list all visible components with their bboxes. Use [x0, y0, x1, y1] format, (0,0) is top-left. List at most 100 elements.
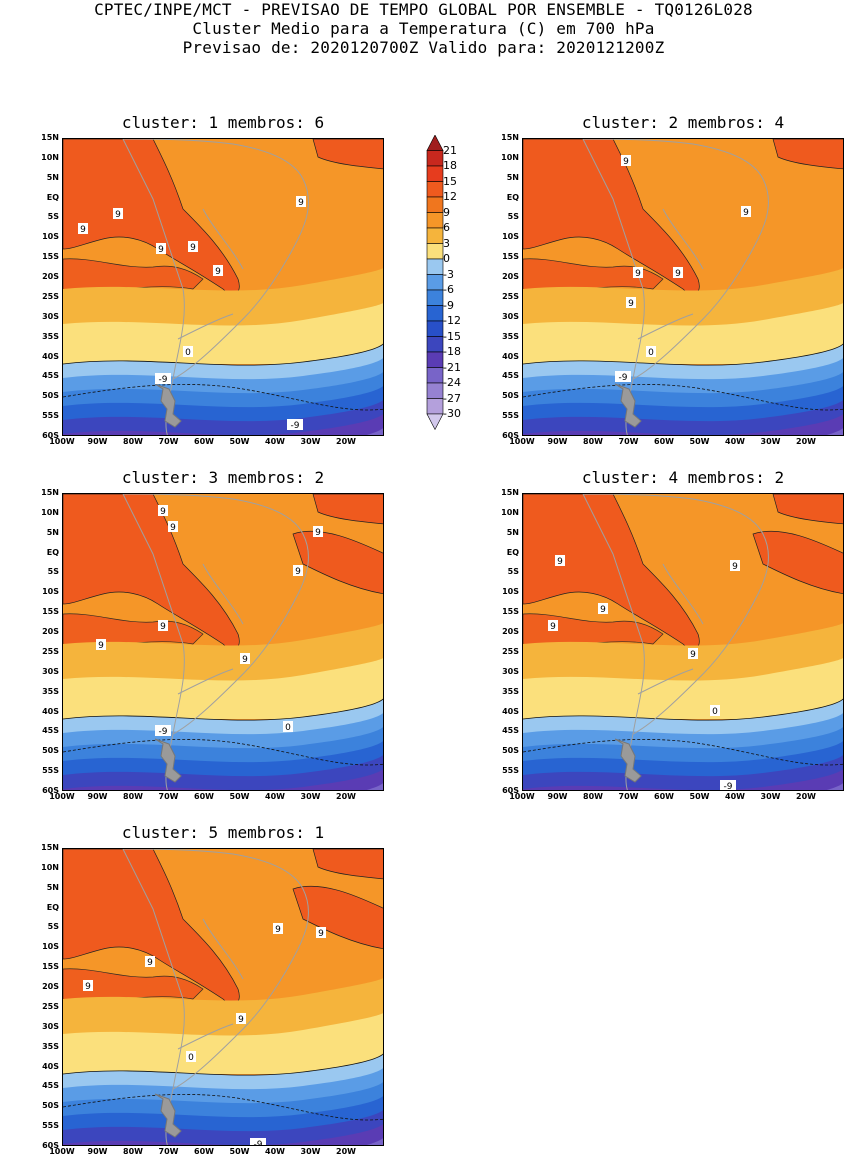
cold-band [366, 1138, 383, 1145]
lat-tick-label: 45S [502, 371, 519, 381]
band-3c [523, 303, 843, 364]
svg-text:-9: -9 [159, 375, 168, 385]
lat-tick-label: 30S [502, 666, 519, 676]
svg-text:9: 9 [275, 925, 281, 935]
map-svg: 9 9 9 9 9 0 -9 [523, 139, 843, 435]
lon-tick-label: 20W [336, 437, 356, 446]
svg-text:0: 0 [712, 707, 718, 717]
svg-text:9: 9 [80, 225, 86, 235]
patagonia-land [154, 738, 182, 783]
contour-label: 9 [548, 620, 558, 632]
lon-tick-label: 100W [49, 792, 75, 801]
contour-label: 0 [183, 346, 193, 358]
lat-tick-label: EQ [506, 547, 519, 557]
lon-tick-label: 30W [760, 437, 781, 446]
lat-tick-label: 5S [47, 922, 59, 932]
contour-label: 9 [316, 927, 326, 939]
contour-label: -9 [287, 419, 303, 431]
lat-tick-label: 35S [42, 686, 59, 696]
lat-tick-label: 45S [42, 371, 59, 381]
minus-nine-contour [523, 384, 843, 411]
lon-tick-label: 20W [336, 1147, 356, 1156]
svg-text:-9: -9 [724, 782, 733, 791]
lat-tick-label: 10S [502, 232, 519, 242]
lat-tick-label: 50S [42, 1101, 59, 1111]
lon-tick-label: 30W [300, 437, 321, 446]
lon-tick-label: 60W [194, 792, 214, 801]
svg-text:9: 9 [170, 523, 176, 533]
svg-text:9: 9 [85, 982, 91, 992]
lon-tick-label: 80W [123, 1147, 143, 1156]
colorbar-label: -21 [443, 360, 461, 374]
patagonia-land [154, 383, 182, 428]
lat-tick-label: EQ [46, 547, 59, 557]
contour-label: -9 [155, 725, 171, 737]
svg-text:9: 9 [190, 243, 196, 253]
contour-label: 9 [158, 620, 168, 632]
lat-tick-label: 35S [502, 331, 519, 341]
contour-label: 9 [741, 206, 751, 218]
contour-label: 9 [673, 267, 683, 279]
colorbar-bottom-arrow [426, 413, 444, 431]
band-3c [63, 1013, 383, 1074]
svg-text:0: 0 [648, 348, 654, 358]
patagonia-land [614, 383, 642, 428]
colorbar-label: -24 [443, 376, 461, 389]
svg-text:9: 9 [628, 299, 634, 309]
contour-label: 9 [273, 923, 283, 935]
lon-tick-label: 90W [547, 437, 568, 446]
colorbar-swatch [426, 196, 444, 213]
lon-tick-label: 20W [796, 792, 816, 801]
lon-tick-label: 90W [87, 792, 108, 801]
lat-tick-label: 40S [502, 351, 519, 361]
lat-tick-label: 40S [42, 706, 59, 716]
svg-text:-9: -9 [619, 373, 628, 383]
contour-label: -9 [155, 373, 171, 385]
contour-label: 9 [158, 505, 168, 517]
contour-label: 9 [156, 243, 166, 255]
colorbar-top-arrow [426, 135, 444, 151]
lat-tick-label: 50S [502, 746, 519, 756]
lon-tick-label: 20W [336, 792, 356, 801]
lat-tick-label: 15N [41, 843, 59, 852]
cold-band [523, 755, 843, 790]
colorbar-label: 15 [443, 174, 457, 188]
temperature-map: 9 9 9 9 9 0 -9 [522, 138, 844, 436]
contour-label: 9 [236, 1013, 246, 1025]
header-line-3: Previsao de: 2020120700Z Valido para: 20… [182, 38, 665, 57]
contour-label: 9 [626, 297, 636, 309]
svg-text:9: 9 [147, 958, 153, 968]
cold-band [366, 428, 383, 435]
svg-text:9: 9 [600, 605, 606, 615]
lat-tick-label: 5S [507, 212, 519, 222]
cluster-title: cluster: 3 membros: 2 [121, 468, 325, 487]
lat-tick-label: 20S [42, 272, 59, 282]
contour-label: 9 [83, 980, 93, 992]
map-svg: 9 9 9 9 9 9 0 -9 -9 [63, 139, 383, 435]
lat-tick-label: 15N [41, 488, 59, 497]
svg-text:9: 9 [115, 210, 121, 220]
svg-text:9: 9 [158, 245, 164, 255]
lon-tick-label: 100W [49, 437, 75, 446]
band-3c [523, 658, 843, 719]
zero-contour [63, 343, 383, 366]
lat-tick-label: 5S [47, 567, 59, 577]
cold-band [826, 428, 843, 435]
minus-nine-contour [63, 1094, 383, 1121]
svg-text:-9: -9 [291, 421, 300, 431]
colorbar-swatch [426, 398, 444, 415]
minus-nine-contour [63, 384, 383, 411]
cold-band [63, 1124, 383, 1145]
contour-label: 9 [96, 639, 106, 651]
svg-text:9: 9 [160, 507, 166, 517]
temperature-map: 9 9 9 9 9 0 -9 [522, 493, 844, 791]
lon-tick-label: 50W [689, 437, 710, 446]
cold-band [63, 769, 383, 790]
contour-label: 9 [598, 603, 608, 615]
svg-text:9: 9 [635, 269, 641, 279]
lat-tick-label: 20S [502, 627, 519, 637]
colorbar-swatch [426, 289, 444, 306]
cold-band [826, 783, 843, 790]
lat-tick-label: 20S [42, 627, 59, 637]
lon-tick-label: 50W [229, 1147, 250, 1156]
